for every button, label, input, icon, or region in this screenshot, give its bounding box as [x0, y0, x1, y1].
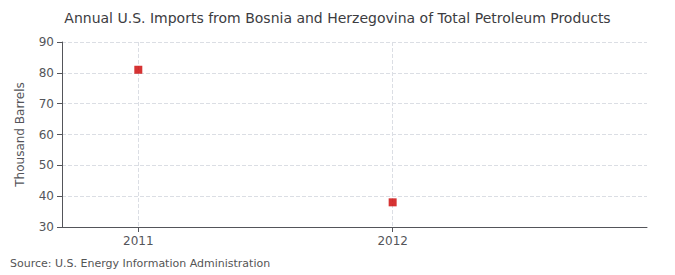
- svg-text:2011: 2011: [123, 234, 154, 248]
- svg-text:Source: U.S. Energy Informatio: Source: U.S. Energy Information Administ…: [10, 257, 270, 270]
- svg-text:80: 80: [39, 66, 54, 80]
- svg-text:Thousand Barrels: Thousand Barrels: [13, 82, 27, 187]
- svg-text:40: 40: [39, 189, 54, 203]
- svg-text:90: 90: [39, 35, 54, 49]
- svg-text:60: 60: [39, 128, 54, 142]
- svg-text:50: 50: [39, 158, 54, 172]
- svg-text:Annual U.S. Imports from Bosni: Annual U.S. Imports from Bosnia and Herz…: [64, 10, 610, 26]
- svg-text:70: 70: [39, 97, 54, 111]
- svg-text:2012: 2012: [377, 234, 408, 248]
- svg-text:30: 30: [39, 220, 54, 234]
